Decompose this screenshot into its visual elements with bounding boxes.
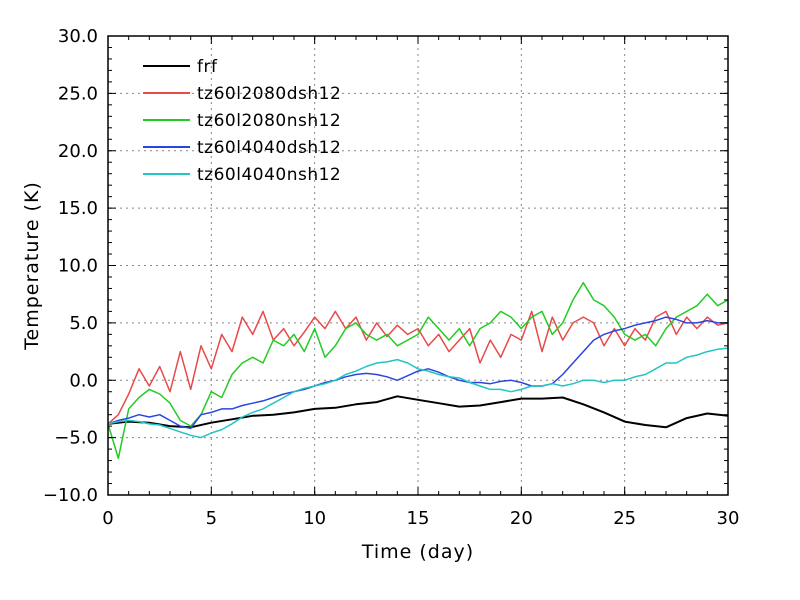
y-tick-label: 25.0 [58, 83, 98, 104]
x-tick-label: 20 [510, 508, 533, 529]
y-tick-label: 20.0 [58, 141, 98, 162]
grid-layer [108, 36, 728, 495]
y-axis-title: Temperature (K) [21, 181, 43, 351]
ticks-layer: 0 5 10 15 20 25 30 −10.0 −5.0 0.0 5.0 10.0 15.0 20.0 2… [43, 26, 740, 529]
y-tick-label: 10.0 [58, 256, 98, 277]
y-tick-label: 15.0 [58, 198, 98, 219]
y-tick-label: 30.0 [58, 26, 98, 47]
series-line-tz60l2080nsh12 [107, 281, 729, 460]
legend-label: tz60l4040dsh12 [197, 138, 341, 158]
legend: frf tz60l2080dsh12 tz60l2080nsh12 tz60l4040… [143, 57, 341, 185]
legend-label: tz60l2080dsh12 [197, 84, 341, 104]
series-line-tz60l4040dsh12 [107, 316, 728, 430]
x-axis-title: Time (day) [361, 541, 474, 563]
x-tick-label: 10 [303, 508, 326, 529]
x-tick-label: 5 [206, 508, 217, 529]
x-tick-label: 25 [613, 508, 636, 529]
legend-label: tz60l4040nsh12 [197, 165, 341, 185]
x-tick-label: 30 [717, 508, 740, 529]
y-tick-label: 0.0 [69, 370, 98, 391]
series-line-frf [107, 395, 729, 429]
series-layer [107, 281, 729, 460]
series-line-tz60l2080dsh12 [107, 310, 729, 425]
x-tick-label: 0 [102, 508, 113, 529]
legend-label: tz60l2080nsh12 [197, 111, 341, 131]
x-tick-label: 15 [407, 508, 430, 529]
series-line-tz60l4040nsh12 [107, 347, 729, 439]
y-tick-label: −5.0 [54, 428, 98, 449]
y-tick-label: −10.0 [43, 485, 98, 506]
y-tick-label: 5.0 [69, 313, 98, 334]
legend-label: frf [197, 57, 218, 77]
